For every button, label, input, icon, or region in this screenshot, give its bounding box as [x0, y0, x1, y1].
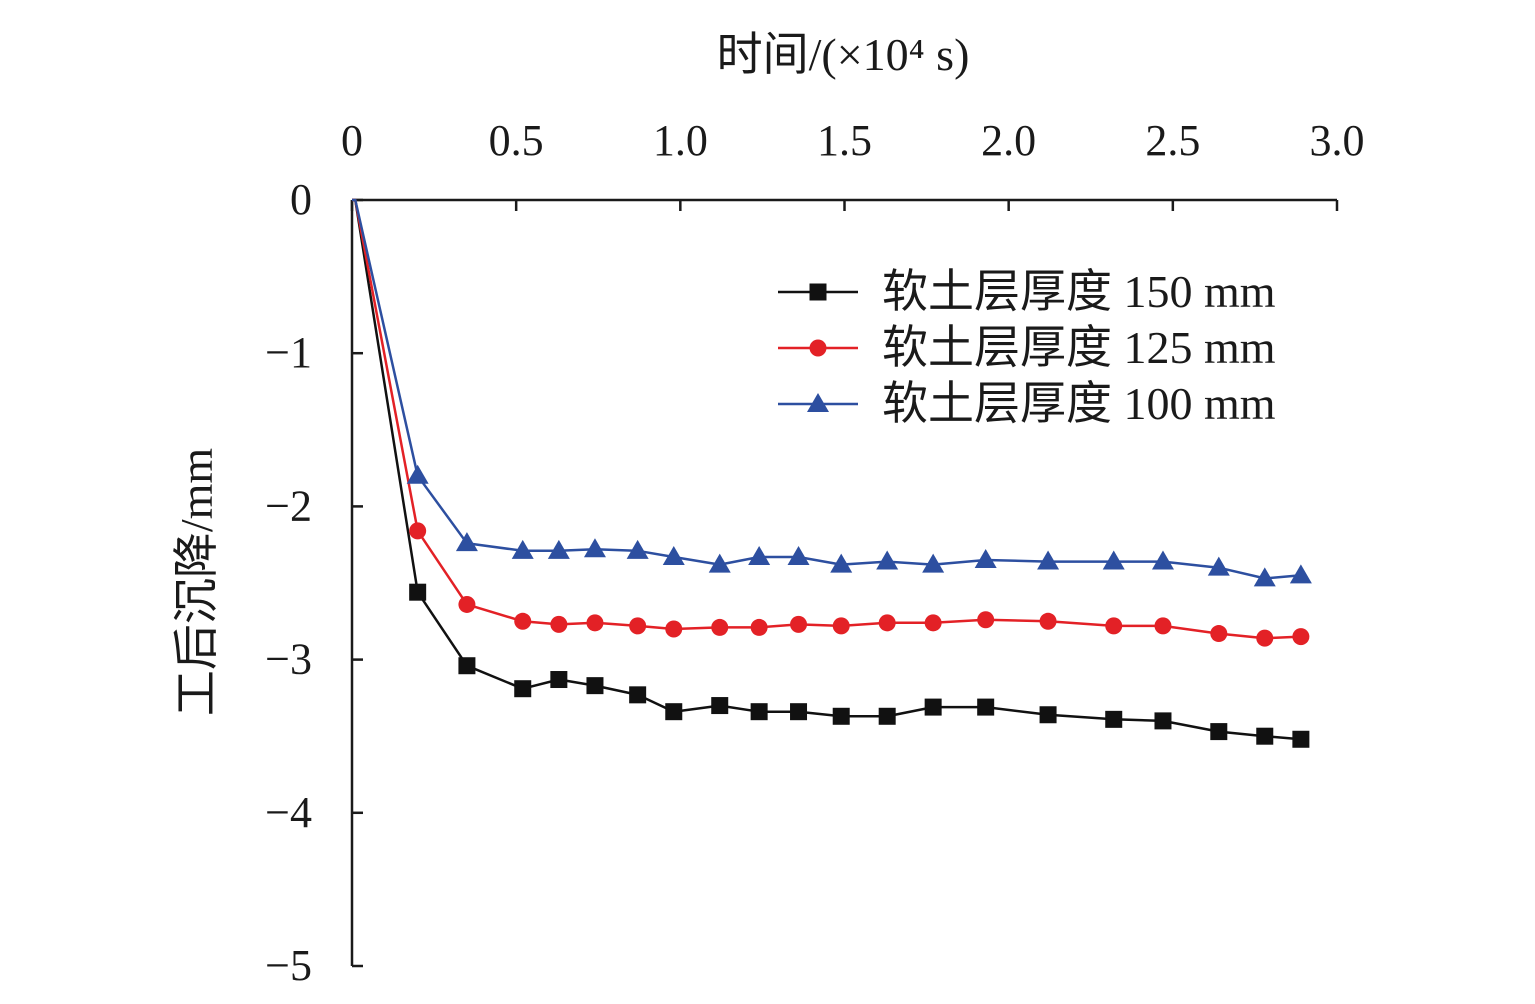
data-point — [832, 707, 850, 725]
x-tick-label: 2.5 — [1145, 116, 1200, 165]
data-point — [878, 707, 896, 725]
data-point — [748, 545, 771, 565]
data-point — [1039, 612, 1057, 630]
data-point — [1292, 628, 1310, 646]
data-point — [629, 617, 647, 635]
data-point — [665, 703, 683, 721]
data-point — [1037, 550, 1060, 570]
series-line-3 — [352, 198, 1302, 580]
y-tick-label: −2 — [265, 481, 312, 530]
data-point — [878, 614, 896, 632]
data-point — [547, 539, 570, 559]
data-point — [711, 697, 729, 715]
data-point — [1151, 550, 1174, 570]
y-tick-label: 0 — [290, 175, 312, 224]
data-point — [876, 550, 899, 570]
data-point — [586, 677, 604, 695]
data-point — [1154, 712, 1172, 730]
data-point — [458, 657, 476, 675]
data-point — [750, 703, 768, 721]
data-point — [626, 539, 649, 559]
data-point — [550, 671, 568, 689]
x-tick-label: 1.0 — [653, 116, 708, 165]
data-point — [790, 703, 808, 721]
data-point — [662, 545, 685, 565]
series-line-2 — [352, 198, 1301, 640]
legend-marker — [809, 339, 827, 357]
data-point — [409, 583, 427, 601]
data-point — [1256, 727, 1274, 745]
y-tick-label: −5 — [265, 941, 312, 990]
legend-marker — [809, 283, 827, 301]
data-point — [550, 615, 568, 633]
data-point — [787, 545, 810, 565]
data-point — [514, 680, 532, 698]
data-point — [924, 698, 942, 716]
legend-label: 软土层厚度 125 mm — [882, 322, 1276, 373]
data-point — [514, 612, 532, 630]
data-point — [458, 595, 476, 613]
data-point — [977, 698, 995, 716]
legend-label: 软土层厚度 150 mm — [882, 266, 1276, 317]
data-point — [1207, 556, 1230, 576]
data-point — [750, 618, 768, 636]
data-point — [1289, 564, 1312, 584]
legend-label: 软土层厚度 100 mm — [882, 378, 1276, 429]
y-tick-label: −1 — [265, 328, 312, 377]
x-tick-label: 0.5 — [489, 116, 544, 165]
data-point — [583, 538, 606, 558]
data-point — [1154, 617, 1172, 635]
data-point — [790, 615, 808, 633]
data-point — [586, 614, 604, 632]
data-point — [1102, 550, 1125, 570]
data-point — [830, 553, 853, 573]
data-point — [832, 617, 850, 635]
data-point — [711, 618, 729, 636]
data-point — [1253, 567, 1276, 587]
data-point — [455, 532, 478, 552]
data-point — [409, 522, 427, 540]
data-point — [922, 553, 945, 573]
y-tick-label: −4 — [265, 788, 312, 837]
data-point — [708, 553, 731, 573]
x-axis-title: 时间/(×10⁴ s) — [717, 29, 970, 80]
data-point — [974, 549, 997, 569]
data-point — [665, 620, 683, 638]
data-point — [1105, 710, 1123, 728]
x-tick-label: 0 — [341, 116, 363, 165]
data-point — [406, 464, 429, 484]
y-axis-title: 工后沉降/mm — [171, 448, 222, 717]
data-point — [1039, 706, 1057, 724]
data-point — [1105, 617, 1123, 635]
y-tick-label: −3 — [265, 635, 312, 684]
data-point — [1210, 723, 1228, 741]
data-point — [629, 686, 647, 704]
data-point — [1210, 625, 1228, 643]
data-point — [924, 614, 942, 632]
series-line-1 — [352, 198, 1302, 741]
data-point — [977, 611, 995, 629]
legend-marker — [807, 393, 829, 412]
data-point — [511, 539, 534, 559]
x-tick-label: 1.5 — [817, 116, 872, 165]
data-point — [1256, 629, 1274, 647]
x-tick-label: 2.0 — [981, 116, 1036, 165]
data-point — [1292, 730, 1310, 748]
plot-area: 0 0.5 1.0 1.5 2.0 2.5 3.0 0 −1 −2 −3 −4 −5 — [265, 116, 1364, 990]
x-tick-label: 3.0 — [1310, 116, 1365, 165]
